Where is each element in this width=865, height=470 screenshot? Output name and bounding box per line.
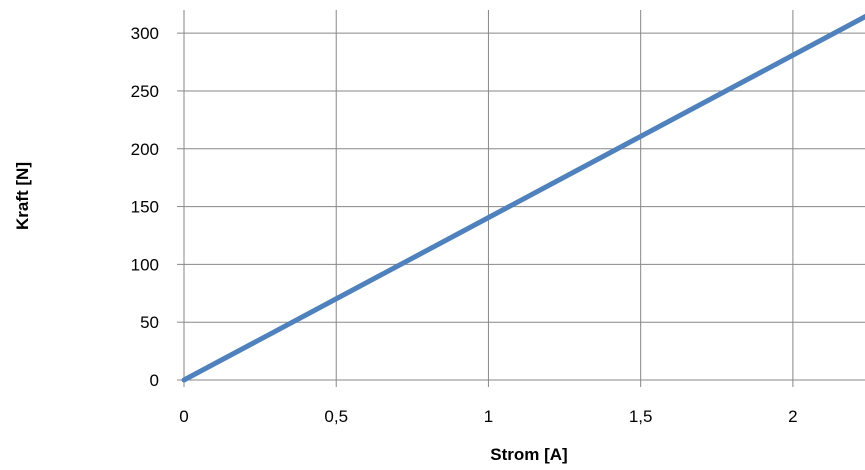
x-tick-label: 0,5 bbox=[324, 407, 348, 426]
y-tick-label: 0 bbox=[150, 371, 159, 390]
y-axis-title: Kraft [N] bbox=[13, 162, 32, 230]
y-tick-label: 100 bbox=[131, 255, 159, 274]
y-tick-label: 50 bbox=[140, 313, 159, 332]
x-tick-label: 1 bbox=[484, 407, 493, 426]
y-tick-label: 250 bbox=[131, 82, 159, 101]
x-tick-label: 2 bbox=[788, 407, 797, 426]
y-tick-label: 200 bbox=[131, 140, 159, 159]
series-layer bbox=[181, 13, 865, 383]
tick-labels: 0 50 100 150 200 250 300 0 0,5 1 1,5 2 bbox=[131, 24, 798, 426]
y-tick-label: 150 bbox=[131, 198, 159, 217]
grid bbox=[184, 10, 865, 380]
x-tick-label: 0 bbox=[179, 407, 188, 426]
axes bbox=[177, 10, 865, 387]
x-tick-label: 1,5 bbox=[629, 407, 653, 426]
y-tick-label: 300 bbox=[131, 24, 159, 43]
x-axis-title: Strom [A] bbox=[490, 445, 567, 464]
series-line bbox=[181, 13, 865, 383]
